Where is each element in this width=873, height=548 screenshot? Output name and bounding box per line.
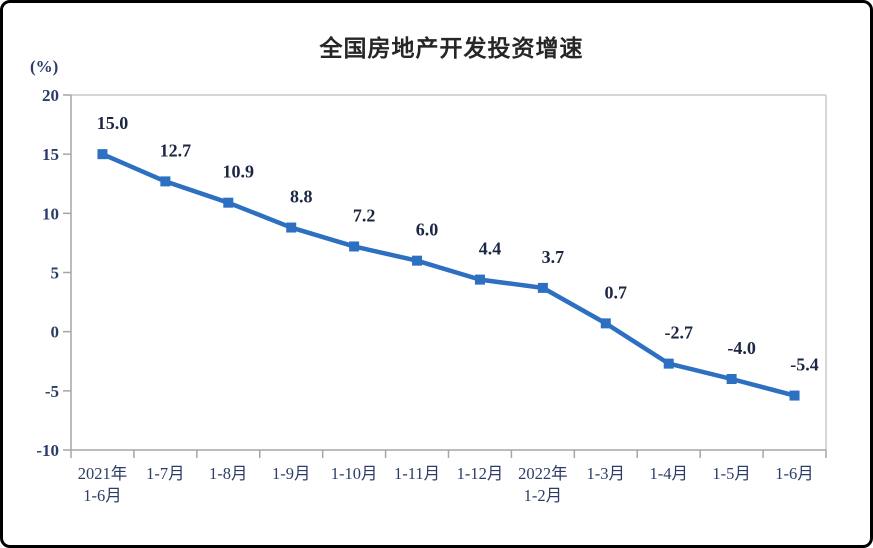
data-point-label: -2.7 [664,323,693,343]
data-point-marker [223,197,234,208]
y-axis-unit-label: (%) [30,57,59,76]
data-point-marker [726,374,737,384]
data-point-label: 6.0 [416,220,439,240]
data-point-label: 7.2 [353,205,376,225]
data-point-marker [412,255,423,266]
data-point-marker [789,390,800,401]
data-point-label: -4.0 [727,338,756,358]
x-category-label: 1-4月 [649,464,688,483]
data-point-marker [663,358,674,369]
data-point-marker [286,222,297,233]
y-axis-tick-label: 0 [51,323,60,342]
x-category-label: 1-6月 [775,464,814,483]
x-category-label: 1-8月 [209,464,248,483]
y-axis-tick-label: 15 [42,145,59,164]
x-category-label: 1-3月 [587,464,626,483]
data-point-label: 15.0 [97,113,129,133]
data-point-label: -5.4 [790,355,819,375]
x-category-label: 1-12月 [457,464,504,483]
data-point-marker [474,274,485,285]
y-axis-tick-label: 20 [42,86,59,105]
data-point-label: 8.8 [290,187,313,207]
x-category-label: 1-9月 [272,464,311,483]
data-point-marker [600,318,611,329]
data-line [100,151,797,398]
x-category-label: 2022年 1-2月 [518,464,568,505]
y-axis-tick-label: -5 [45,382,59,401]
chart-title: 全国房地产开发投资增速 [319,35,584,61]
data-point-label: 4.4 [479,239,502,259]
data-point-marker [349,241,360,252]
y-axis-tick-label: 10 [42,204,59,223]
x-category-label: 2021年 1-6月 [78,464,128,505]
data-point-label: 3.7 [542,247,565,267]
line-chart: 20 15 10 5 0 -5 -10 2021年 1-6月 1-7月 1-8月 1-9月 1-10月 1… [36,86,827,505]
x-category-label: 1-5月 [712,464,751,483]
data-point-marker [160,176,171,187]
y-axis-tick-label: 5 [51,264,60,283]
data-point-label: 12.7 [160,140,192,160]
data-point-marker [97,149,108,160]
x-category-label: 1-10月 [331,464,378,483]
x-category-label: 1-11月 [394,464,440,483]
y-axis-tick-label: -10 [36,441,59,460]
data-point-label: 10.9 [223,162,255,182]
data-point-marker [537,282,548,293]
x-category-label: 1-7月 [146,464,185,483]
data-point-label: 0.7 [605,282,628,302]
